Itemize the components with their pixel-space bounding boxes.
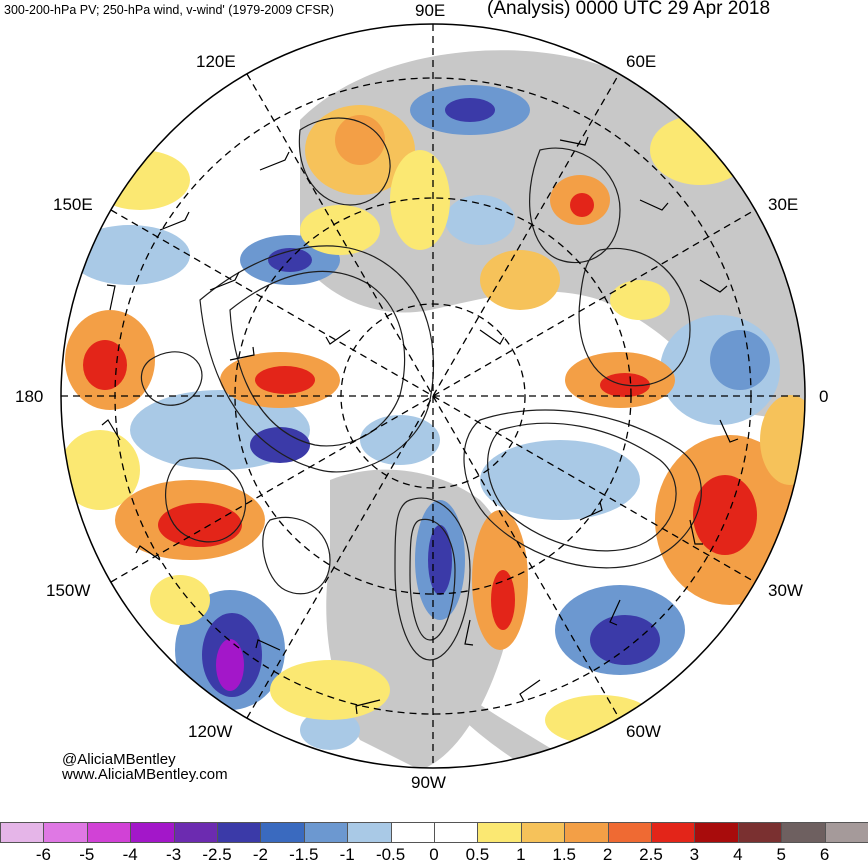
colorbar-swatch — [520, 822, 566, 843]
colorbar-tick-label: 2.5 — [639, 845, 663, 864]
colorbar-tick-label: -2.5 — [202, 845, 232, 864]
lon-label-60e: 60E — [626, 52, 657, 71]
colorbar-swatch — [651, 822, 696, 843]
colorbar-tick-label: -1.5 — [289, 845, 319, 864]
colorbar-tick-label: -1 — [339, 845, 355, 864]
lon-label-120e: 120E — [196, 52, 236, 71]
map-disc — [61, 24, 805, 768]
colorbar-tick-label: 1.5 — [552, 845, 577, 864]
colorbar-swatch — [130, 822, 175, 843]
colorbar-tick-label: 0.5 — [465, 845, 490, 864]
colorbar-swatch — [217, 822, 262, 843]
colorbar-swatch — [43, 822, 88, 843]
colorbar — [0, 822, 868, 844]
map-boundary — [60, 23, 806, 769]
lon-label-30w: 30W — [768, 581, 803, 600]
colorbar-swatch — [0, 822, 45, 843]
colorbar-tick-label: 4 — [733, 845, 743, 864]
lon-label-30e: 30E — [768, 195, 799, 214]
colorbar-swatch — [607, 822, 652, 843]
lon-label-150w: 150W — [46, 581, 91, 600]
colorbar-swatch — [824, 822, 868, 843]
colorbar-swatch — [86, 822, 132, 843]
polar-stereographic-map — [60, 23, 806, 769]
colorbar-tick-label: -4 — [122, 845, 138, 864]
credit-website: www.AliciaMBentley.com — [62, 766, 228, 783]
wind-barb-layer — [101, 136, 739, 715]
colorbar-tick-label: 5 — [776, 845, 786, 864]
colorbar-tick-label: -5 — [79, 845, 95, 864]
colorbar-tick-label: -6 — [35, 845, 51, 864]
colorbar-tick-label: 3 — [689, 845, 700, 864]
lon-label-0: 0 — [819, 387, 829, 406]
colorbar-swatch — [347, 822, 392, 843]
colorbar-tick-label: -2 — [252, 845, 268, 864]
colorbar-tick-label: -0.5 — [375, 845, 406, 864]
colorbar-tick-label: 6 — [819, 845, 830, 864]
colorbar-swatch — [781, 822, 826, 843]
colorbar-swatch — [260, 822, 305, 843]
colorbar-swatch — [477, 822, 522, 843]
lon-label-60w: 60W — [626, 722, 661, 741]
lon-label-120w: 120W — [188, 722, 233, 741]
lon-label-180: 180 — [15, 387, 44, 406]
negative-anomaly-layer — [70, 85, 780, 750]
colorbar-swatch — [434, 822, 479, 843]
colorbar-tick-label: 2 — [602, 845, 613, 864]
header-right-title: (Analysis) 0000 UTC 29 Apr 2018 — [487, 0, 771, 19]
lon-label-90e: 90E — [415, 1, 446, 20]
credit-handle: @AliciaMBentley — [62, 751, 176, 768]
colorbar-swatch — [390, 822, 435, 843]
colorbar-tick-label: 1 — [516, 845, 526, 864]
colorbar-swatch — [737, 822, 783, 843]
colorbar-swatch — [694, 822, 739, 843]
colorbar-swatch — [303, 822, 349, 843]
colorbar-swatch — [173, 822, 218, 843]
colorbar-tick-label: 0 — [429, 845, 439, 864]
colorbar-swatch — [564, 822, 609, 843]
graticule — [61, 24, 805, 768]
colorbar-tick-label: -3 — [166, 845, 182, 864]
header-left-title: 300-200-hPa PV; 250-hPa wind, v-wind' (1… — [4, 3, 334, 17]
lon-label-90w: 90W — [411, 773, 446, 792]
lon-label-150e: 150E — [53, 195, 93, 214]
